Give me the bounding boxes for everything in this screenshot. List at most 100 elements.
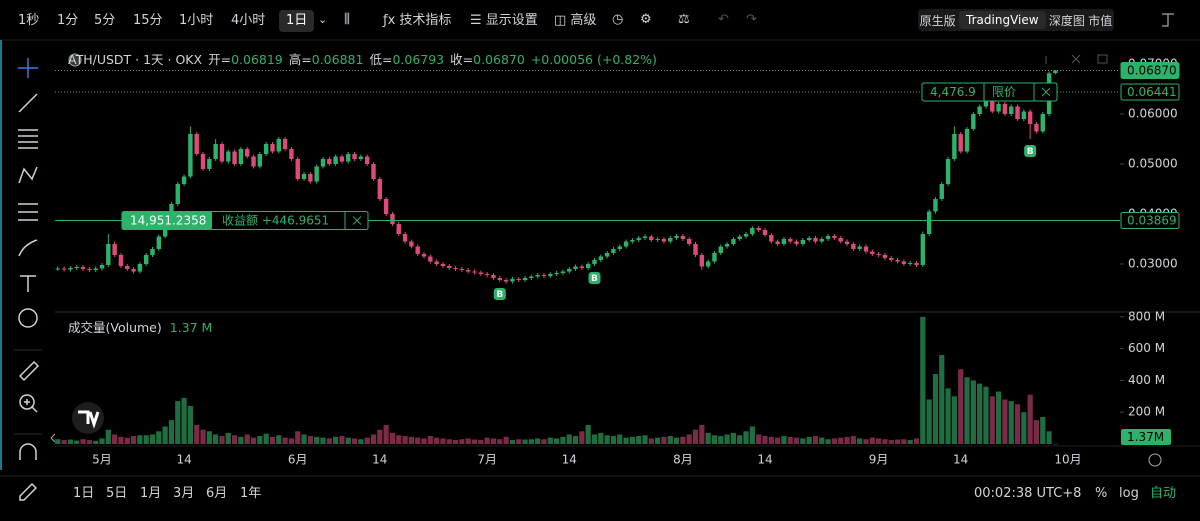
order-close — [352, 216, 362, 225]
settings-button[interactable]: ⚙ — [640, 12, 652, 27]
volume-bar — [225, 432, 231, 444]
drawing-tools[interactable] — [18, 58, 40, 501]
view[interactable]: 深度图 — [1048, 13, 1085, 28]
interval[interactable]: 5分 — [94, 13, 116, 28]
volume-bar — [67, 439, 74, 444]
volume-bar — [623, 437, 629, 444]
interval[interactable]: 1小时 — [179, 13, 214, 28]
tool-button[interactable]: ◫ 高级 — [554, 13, 597, 28]
candle-body — [1034, 124, 1039, 132]
crosshair-tool[interactable] — [18, 58, 38, 78]
fullscreen[interactable] — [1162, 13, 1174, 27]
scale-control[interactable]: log — [1119, 486, 1139, 501]
candle-body — [1015, 106, 1020, 119]
view[interactable]: 市值 — [1088, 13, 1113, 28]
volume-bar — [806, 436, 812, 444]
pane-controls[interactable] — [1045, 54, 1081, 64]
line-tool[interactable] — [18, 93, 38, 113]
view[interactable]: 原生版 — [919, 13, 956, 28]
order-qty-bg — [122, 211, 212, 230]
zoom-tool[interactable] — [19, 394, 35, 410]
candle-body — [466, 270, 471, 272]
candle-body — [806, 238, 812, 240]
scale-control[interactable]: 自动 — [1150, 486, 1177, 501]
volume-bar — [743, 431, 749, 444]
scale-control[interactable]: % — [1095, 486, 1108, 501]
tool-button[interactable]: ƒx 技术指标 — [383, 13, 452, 28]
pane-maximize[interactable] — [1097, 54, 1108, 64]
change: +0.00056 (+0.82%) — [530, 52, 657, 67]
projection-tool[interactable] — [18, 203, 38, 221]
volume-bar — [876, 438, 882, 444]
measure-tool[interactable] — [18, 360, 40, 382]
volume-bar — [907, 440, 913, 444]
candle-body — [674, 236, 679, 238]
candle-body — [977, 106, 982, 114]
chart-type[interactable]: ⫼ — [344, 12, 350, 27]
view[interactable]: TradingView — [959, 11, 1046, 29]
candle-body — [478, 272, 484, 274]
candle-body — [68, 268, 73, 270]
interval[interactable]: 15分 — [133, 13, 163, 28]
range[interactable]: 3月 — [173, 486, 195, 501]
scroll-left[interactable] — [50, 433, 56, 443]
interval[interactable]: 1分 — [57, 13, 79, 28]
text-tool[interactable] — [20, 275, 36, 292]
candle-body — [434, 261, 439, 264]
candle-body — [592, 260, 597, 264]
candle-body — [194, 134, 199, 154]
candle-body — [750, 228, 755, 234]
candle-body — [333, 156, 338, 164]
interval[interactable]: 1日 — [279, 10, 315, 32]
candle-body — [263, 144, 269, 154]
redo[interactable]: ↷ — [746, 12, 757, 27]
volume-bar — [112, 434, 118, 444]
pattern-tool[interactable] — [18, 166, 38, 184]
brush-tool[interactable] — [18, 239, 38, 257]
axis-settings[interactable] — [1148, 453, 1162, 467]
magnet-tool[interactable] — [19, 443, 37, 460]
volume-bar — [958, 369, 964, 444]
lock-tool[interactable] — [19, 482, 38, 501]
candle-body — [642, 236, 648, 238]
x-tick-label: 7月 — [477, 453, 497, 467]
fib-tool[interactable] — [18, 129, 38, 149]
range[interactable]: 1日 — [73, 486, 95, 501]
volume-bar — [844, 436, 850, 444]
candle-body — [914, 263, 919, 265]
volume-bar — [617, 434, 623, 444]
emoji-tool[interactable] — [18, 308, 38, 328]
candle-body — [699, 255, 705, 267]
range[interactable]: 6月 — [206, 486, 228, 501]
tool-button[interactable]: ☰ 显示设置 — [470, 13, 538, 28]
interval[interactable]: 1秒 — [18, 13, 40, 28]
candle-body — [794, 241, 799, 244]
volume-bar — [484, 437, 490, 444]
alert-button[interactable]: ◷ — [612, 12, 624, 27]
undo[interactable]: ↶ — [718, 12, 729, 27]
candle-body — [93, 268, 98, 270]
candle-body — [819, 239, 824, 242]
candle-body — [314, 166, 319, 182]
candle-body — [99, 265, 105, 269]
candle-body — [282, 139, 288, 149]
price-tag-label: 0.03869 — [1127, 214, 1177, 228]
compare-button[interactable]: ⚖ — [678, 12, 690, 27]
volume-bar — [257, 436, 263, 444]
x-tick-label: 14 — [953, 453, 968, 467]
candle-body — [680, 236, 686, 239]
volume-bar — [819, 437, 825, 444]
volume-bar — [793, 437, 800, 444]
interval-menu[interactable]: ⌄ — [318, 13, 328, 26]
range[interactable]: 1月 — [140, 486, 162, 501]
candle-body — [630, 240, 635, 242]
volume-bar — [812, 436, 819, 444]
range[interactable]: 5日 — [106, 486, 128, 501]
interval[interactable]: 4小时 — [231, 13, 266, 28]
y-tick-label: 0.03000 — [1128, 257, 1178, 271]
volume-bar — [137, 435, 143, 444]
candle-body — [964, 129, 970, 152]
range[interactable]: 1年 — [240, 486, 262, 501]
x-tick-label: 8月 — [673, 453, 693, 467]
candle-body — [1021, 111, 1027, 119]
